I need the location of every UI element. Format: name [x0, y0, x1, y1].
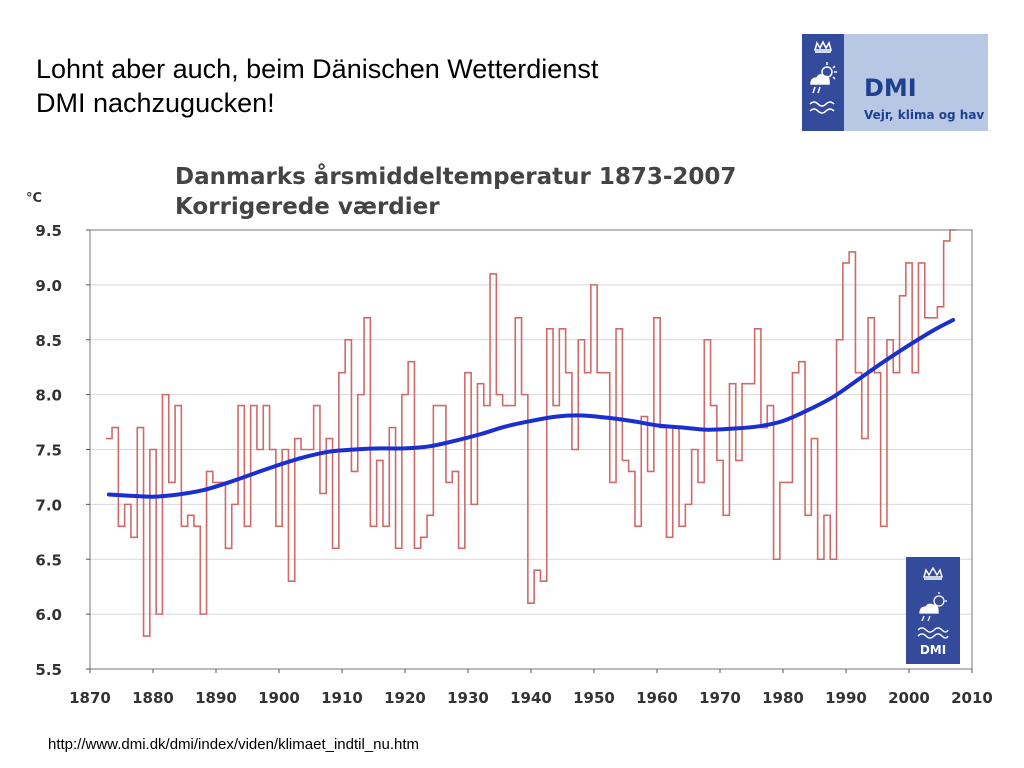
y-tick-label: 8.0 [35, 387, 62, 405]
x-tick-label: 2010 [951, 689, 993, 707]
x-tick-label: 1940 [510, 689, 552, 707]
y-tick-label: 7.0 [35, 496, 62, 514]
series [105, 229, 957, 637]
source-url[interactable]: http://www.dmi.dk/dmi/index/viden/klimae… [48, 736, 420, 753]
slide-title-line-1: Lohnt aber auch, beim Dänischen Wetterdi… [36, 54, 599, 84]
x-tick-label: 1950 [573, 689, 615, 707]
axes: 5.5 6.0 6.5 7.0 7.5 8.0 8.5 9.0 9.5 1870 1880 1890 1… [35, 222, 992, 707]
grid [90, 284, 972, 615]
x-tick-label: 1960 [636, 689, 678, 707]
x-tick-label: 1880 [132, 689, 174, 707]
sun-cloud-icon [810, 62, 837, 94]
x-tick-label: 1900 [258, 689, 300, 707]
x-tick-label: 1980 [762, 689, 804, 707]
x-tick-label: 1920 [384, 689, 426, 707]
dmi-small-brand: DMI [920, 643, 946, 657]
slide-title: Lohnt aber auch, beim Dänischen Wetterdi… [36, 52, 598, 120]
chart-title-line-1: Danmarks årsmiddeltemperatur 1873-2007 [175, 164, 737, 190]
annual-temperature-step-line [105, 229, 957, 637]
x-tick-label: 1930 [447, 689, 489, 707]
waves-icon [917, 627, 949, 639]
x-tick-label: 1870 [69, 689, 111, 707]
dmi-logo-brand: DMI [864, 74, 917, 102]
x-tick-label: 1970 [699, 689, 741, 707]
y-tick-label: 6.0 [35, 606, 62, 624]
y-axis-label: °C [26, 191, 43, 206]
waves-icon [809, 101, 835, 114]
slide-title-line-2: DMI nachzugucken! [36, 88, 275, 118]
y-tick-label: 8.5 [35, 332, 62, 350]
x-tick-label: 1890 [195, 689, 237, 707]
dmi-logo: DMI Vejr, klima og hav [802, 34, 988, 131]
y-tick-label: 9.0 [35, 277, 62, 295]
chart-title: Danmarks årsmiddeltemperatur 1873-2007 K… [175, 162, 736, 222]
y-tick-label: 5.5 [35, 661, 62, 679]
x-tick-label: 1990 [825, 689, 867, 707]
dmi-logo-tagline: Vejr, klima og hav [864, 108, 984, 122]
chart-title-line-2: Korrigerede værdier [175, 194, 440, 220]
smoothed-trend-line [106, 317, 956, 499]
y-tick-label: 6.5 [35, 551, 62, 569]
crown-icon [923, 566, 943, 580]
crown-icon [813, 40, 833, 53]
y-tick-label: 7.5 [35, 442, 62, 460]
x-tick-label: 1910 [321, 689, 363, 707]
sun-cloud-icon [919, 592, 947, 622]
x-tick-label: 2000 [888, 689, 930, 707]
dmi-small-logo: DMI [906, 557, 960, 664]
y-tick-label: 9.5 [35, 222, 62, 240]
